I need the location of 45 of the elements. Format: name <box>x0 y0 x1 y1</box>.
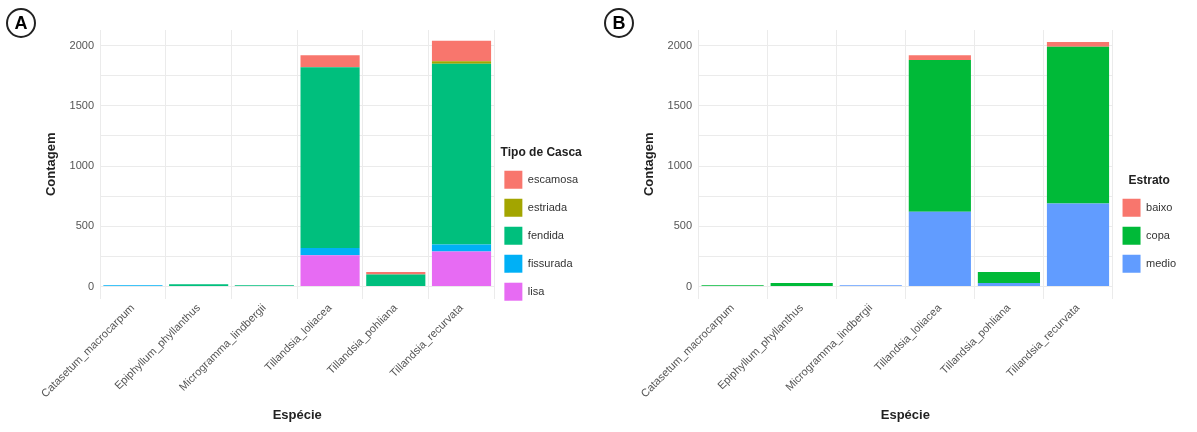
legend-label: estriada <box>527 200 568 213</box>
legend-label: fendida <box>527 228 565 241</box>
y-tick-label: 500 <box>75 219 95 232</box>
y-tick-label: 1000 <box>69 159 95 172</box>
bar <box>300 248 360 256</box>
bar <box>300 55 360 68</box>
bar <box>908 211 971 287</box>
y-tick-label: 2000 <box>667 38 693 51</box>
y-axis-title: Contagem <box>641 132 657 197</box>
legend-title: Estrato <box>1128 172 1170 187</box>
bar <box>770 282 833 287</box>
bar <box>1046 46 1110 204</box>
legend-label: medio <box>1146 256 1177 269</box>
legend-label: copa <box>1146 228 1171 241</box>
bar <box>431 63 492 245</box>
bar <box>977 282 1041 287</box>
y-tick-label: 500 <box>673 219 693 232</box>
legend-label: escamosa <box>527 172 579 185</box>
bar <box>431 251 492 287</box>
y-tick-label: 0 <box>685 279 693 292</box>
bar <box>300 255 360 287</box>
bar <box>431 244 492 252</box>
bar <box>908 55 971 61</box>
bar <box>366 274 426 287</box>
bar <box>1046 203 1110 287</box>
y-tick-label: 2000 <box>69 38 95 51</box>
bar <box>300 67 360 248</box>
y-tick-label: 1500 <box>69 98 95 111</box>
legend-label: fissurada <box>527 256 574 269</box>
legend-title: Tipo de Casca <box>500 144 583 159</box>
x-axis-title: Espécie <box>272 406 322 422</box>
x-axis-title: Espécie <box>880 406 930 422</box>
bar <box>431 61 492 64</box>
y-axis-title: Contagem <box>43 132 59 197</box>
legend-label: lisa <box>527 284 546 297</box>
y-tick-label: 1000 <box>667 159 693 172</box>
bar <box>908 60 971 212</box>
y-tick-label: 0 <box>87 279 95 292</box>
text: A <box>6 8 36 38</box>
y-tick-label: 1500 <box>667 98 693 111</box>
bar <box>1046 42 1110 47</box>
legend-label: baixo <box>1146 200 1173 213</box>
bar <box>431 40 492 62</box>
bar <box>977 272 1041 283</box>
text: B <box>604 8 634 38</box>
